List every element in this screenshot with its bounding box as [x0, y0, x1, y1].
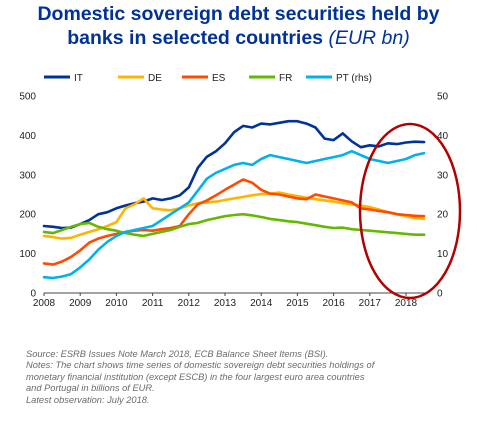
y-right-tick-label: 10 [437, 249, 449, 260]
notes-line-2: monetary financial institution (except E… [26, 371, 365, 382]
legend-label-4: PT (rhs) [336, 73, 372, 84]
highlight-annotation [358, 122, 462, 300]
series-line-it [42, 119, 426, 230]
y-right-tick-label: 40 [437, 131, 449, 142]
y-left-tick-label: 100 [19, 249, 36, 260]
x-tick-label: 2012 [178, 298, 201, 309]
x-tick-label: 2013 [214, 298, 237, 309]
legend-label-3: FR [279, 73, 292, 84]
chart-notes: Source: ESRB Issues Note March 2018, ECB… [26, 349, 466, 406]
x-tick-label: 2009 [69, 298, 92, 309]
x-tick-label: 2018 [395, 298, 418, 309]
chart-title-line2-main: banks in selected countries [67, 27, 324, 49]
series-line-pt-rhs [42, 149, 426, 280]
chart-title: Domestic sovereign debt securities held … [0, 2, 477, 50]
y-left-tick-label: 0 [30, 289, 36, 300]
x-tick-label: 2015 [286, 298, 309, 309]
legend-label-1: DE [148, 73, 162, 84]
x-tick-label: 2016 [322, 298, 345, 309]
y-left-tick-label: 500 [19, 92, 36, 103]
notes-line-1: Notes: The chart shows time series of do… [26, 360, 375, 371]
latest-observation-note: Latest observation: July 2018. [26, 394, 150, 405]
y-right-tick-label: 30 [437, 170, 449, 181]
x-tick-label: 2010 [105, 298, 128, 309]
notes-line-3: and Portugal in billions of EUR. [26, 383, 155, 394]
y-left-tick-label: 200 [19, 210, 36, 221]
y-right-tick-label: 50 [437, 92, 449, 103]
x-tick-label: 2008 [33, 298, 56, 309]
x-tick-label: 2014 [250, 298, 273, 309]
series-line-es [42, 178, 426, 266]
legend: IT DE ES FR PT (rhs) [44, 73, 372, 84]
y-left-tick-label: 400 [19, 131, 36, 142]
chart-title-line2: banks in selected countries (EUR bn) [0, 26, 477, 50]
legend-label-2: ES [212, 73, 226, 84]
y-left-tick-label: 300 [19, 170, 36, 181]
chart-title-line1: Domestic sovereign debt securities held … [37, 3, 440, 25]
y-right-tick-label: 0 [437, 289, 443, 300]
x-tick-label: 2017 [359, 298, 382, 309]
line-chart: IT DE ES FR PT (rhs) 2008 2009 2010 2011 2012 201… [19, 73, 462, 310]
highlight-ellipse [358, 122, 462, 300]
series-line-fr [42, 212, 426, 238]
x-tick-label: 2011 [142, 298, 164, 309]
legend-label-0: IT [74, 73, 83, 84]
source-note: Source: ESRB Issues Note March 2018, ECB… [26, 349, 329, 359]
chart-title-unit: (EUR bn) [328, 27, 410, 49]
y-right-tick-label: 20 [437, 210, 449, 221]
axes: 2008 2009 2010 2011 2012 2013 2014 2015 2016 2017… [19, 92, 448, 310]
